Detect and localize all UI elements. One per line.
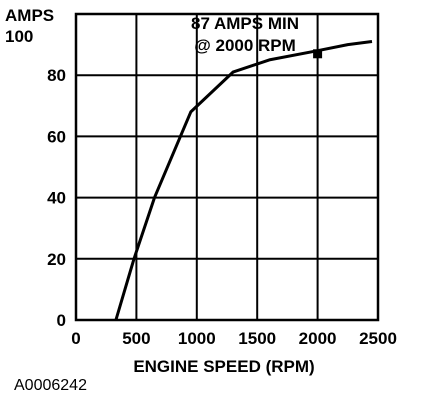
grid [76, 14, 378, 320]
x-tick-label: 2500 [359, 329, 397, 348]
y-tick-label: 60 [47, 127, 66, 146]
y-tick-label: 20 [47, 250, 66, 269]
y-tick-label: 80 [47, 66, 66, 85]
x-axis-label: ENGINE SPEED (RPM) [133, 357, 314, 376]
x-tick-label: 0 [71, 329, 80, 348]
annotation-line-2: @ 2000 RPM [194, 36, 296, 55]
data-marker-2000rpm [313, 49, 323, 59]
y-axis-label: AMPS [5, 6, 54, 25]
y-tick-label: 0 [57, 311, 66, 330]
x-tick-label: 500 [122, 329, 150, 348]
series-line [114, 40, 373, 321]
x-tick-label: 1500 [238, 329, 276, 348]
plot-frame [74, 12, 380, 322]
x-tick-label: 2000 [299, 329, 337, 348]
y-tick-label: 40 [47, 189, 66, 208]
axis-ticks: 0 500 1000 1500 2000 2500 0 20 40 60 80 [47, 66, 397, 348]
annotation-line-1: 87 AMPS MIN [191, 14, 299, 33]
x-tick-label: 1000 [178, 329, 216, 348]
y-axis-label-top-tick: 100 [5, 27, 33, 46]
figure-code: A0006242 [14, 377, 87, 394]
